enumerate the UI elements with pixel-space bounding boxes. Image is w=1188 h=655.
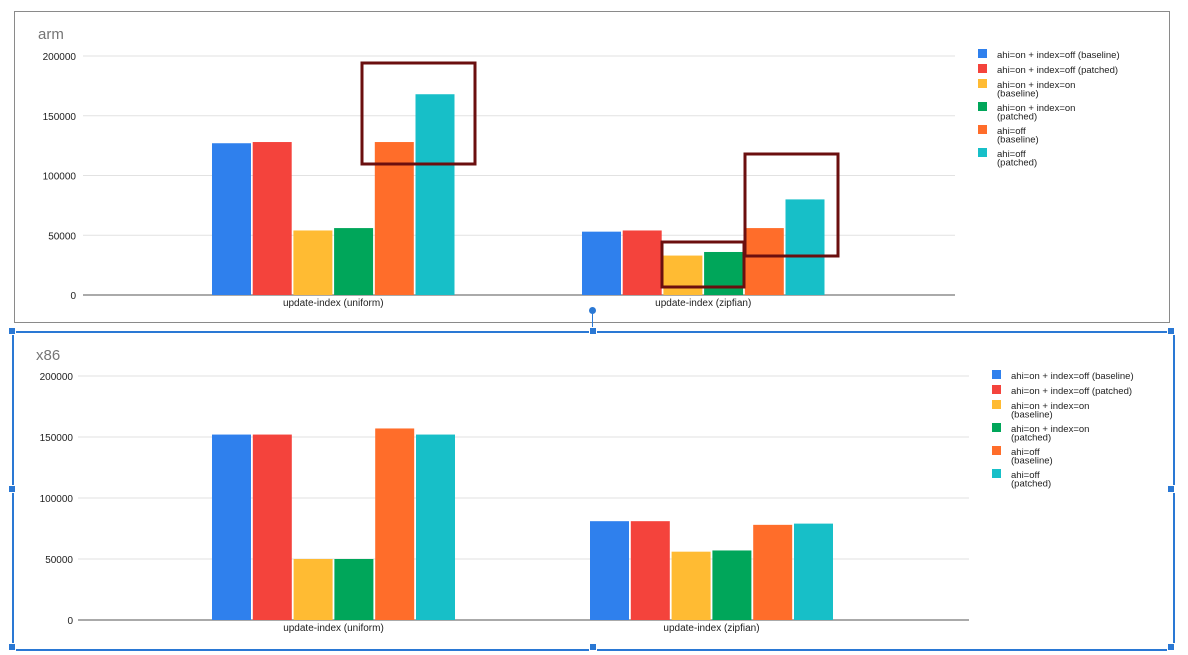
rotate-handle[interactable] bbox=[589, 307, 596, 314]
legend-label: ahi=on + index=on bbox=[997, 103, 1075, 114]
x-tick-label: update-index (zipfian) bbox=[655, 298, 751, 309]
legend-label: (baseline) bbox=[997, 135, 1039, 146]
legend-label: (patched) bbox=[1011, 479, 1051, 490]
legend-label: ahi=on + index=off (baseline) bbox=[1011, 371, 1134, 382]
bar-0-1 bbox=[252, 434, 292, 620]
legend-label: ahi=off bbox=[997, 126, 1026, 137]
bar-1-4 bbox=[753, 524, 793, 620]
y-tick-label: 50000 bbox=[48, 231, 76, 242]
chart-x86: x86 0 50000 100000 150000 200000 update-index … bbox=[36, 347, 1134, 634]
y-tick-label: 0 bbox=[70, 291, 76, 302]
resize-handle-bottom-left[interactable] bbox=[8, 643, 16, 651]
legend-swatch bbox=[992, 400, 1001, 409]
bar-0-5 bbox=[416, 434, 455, 620]
x-tick-label: update-index (uniform) bbox=[283, 623, 384, 634]
y-tick-label: 150000 bbox=[43, 112, 77, 123]
legend-label: ahi=on + index=on bbox=[1011, 424, 1089, 435]
legend-label: (baseline) bbox=[1011, 410, 1053, 421]
legend-swatch bbox=[992, 469, 1001, 478]
bar-1-3 bbox=[704, 251, 744, 295]
legend-label: ahi=on + index=off (patched) bbox=[1011, 386, 1132, 397]
legend-label: ahi=off bbox=[997, 149, 1026, 160]
chart-title: x86 bbox=[36, 347, 60, 364]
resize-handle-top-middle[interactable] bbox=[589, 327, 597, 335]
bar-0-1 bbox=[252, 142, 292, 295]
legend-label: (patched) bbox=[997, 112, 1037, 123]
legend-swatch bbox=[992, 385, 1001, 394]
y-tick-label: 100000 bbox=[43, 172, 77, 183]
bar-0-3 bbox=[334, 228, 374, 295]
resize-handle-bottom-middle[interactable] bbox=[589, 643, 597, 651]
legend-label: (patched) bbox=[1011, 433, 1051, 444]
legend-swatch bbox=[992, 370, 1001, 379]
resize-handle-bottom-right[interactable] bbox=[1167, 643, 1175, 651]
bar-0-3 bbox=[334, 559, 374, 620]
connector-line bbox=[592, 313, 593, 331]
chart-panel-arm[interactable]: arm 0 50000 100000 150000 200000 update-index … bbox=[14, 11, 1170, 323]
bar-0-4 bbox=[375, 428, 415, 620]
legend-swatch bbox=[978, 148, 987, 157]
x-tick-label: update-index (zipfian) bbox=[663, 623, 759, 634]
resize-handle-top-left[interactable] bbox=[8, 327, 16, 335]
legend-label: ahi=on + index=on bbox=[997, 80, 1075, 91]
bar-1-2 bbox=[671, 551, 711, 620]
resize-handle-middle-right[interactable] bbox=[1167, 485, 1175, 493]
resize-handle-top-right[interactable] bbox=[1167, 327, 1175, 335]
bar-1-5 bbox=[794, 523, 833, 620]
bar-1-0 bbox=[582, 231, 621, 295]
bar-1-2 bbox=[663, 255, 703, 295]
resize-handle-middle-left[interactable] bbox=[8, 485, 16, 493]
bar-0-0 bbox=[212, 434, 251, 620]
bar-1-3 bbox=[712, 550, 752, 620]
bar-1-1 bbox=[622, 230, 662, 295]
legend-swatch bbox=[978, 64, 987, 73]
x-tick-label: update-index (uniform) bbox=[283, 298, 384, 309]
chart-title: arm bbox=[38, 26, 64, 43]
chart-arm: arm 0 50000 100000 150000 200000 update-index … bbox=[38, 26, 1120, 309]
legend-swatch bbox=[978, 49, 987, 58]
legend-swatch bbox=[978, 125, 987, 134]
highlight-box bbox=[660, 240, 746, 289]
bar-0-5 bbox=[415, 94, 455, 296]
bar-0-4 bbox=[374, 142, 414, 295]
legend-label: (baseline) bbox=[1011, 456, 1053, 467]
bar-1-5 bbox=[785, 199, 825, 295]
y-tick-label: 100000 bbox=[40, 494, 74, 505]
y-tick-label: 200000 bbox=[40, 372, 74, 383]
legend-label: ahi=off bbox=[1011, 447, 1040, 458]
y-tick-label: 150000 bbox=[40, 433, 74, 444]
bar-1-0 bbox=[590, 521, 629, 620]
legend-label: (baseline) bbox=[997, 89, 1039, 100]
legend-label: ahi=on + index=off (baseline) bbox=[997, 50, 1120, 61]
y-tick-label: 200000 bbox=[43, 52, 77, 63]
legend-label: ahi=on + index=off (patched) bbox=[997, 65, 1118, 76]
bar-1-4 bbox=[744, 228, 784, 295]
legend-label: ahi=on + index=on bbox=[1011, 401, 1089, 412]
bar-0-0 bbox=[212, 143, 251, 295]
highlight-box bbox=[360, 61, 477, 166]
y-tick-label: 50000 bbox=[45, 555, 73, 566]
bar-0-2 bbox=[293, 559, 333, 620]
legend-label: (patched) bbox=[997, 158, 1037, 169]
y-tick-label: 0 bbox=[67, 616, 73, 627]
legend-swatch bbox=[992, 446, 1001, 455]
legend-swatch bbox=[978, 102, 987, 111]
chart-panel-x86[interactable]: x86 0 50000 100000 150000 200000 update-index … bbox=[12, 331, 1175, 651]
bar-1-1 bbox=[630, 521, 670, 620]
legend-swatch bbox=[992, 423, 1001, 432]
legend-label: ahi=off bbox=[1011, 470, 1040, 481]
legend-swatch bbox=[978, 79, 987, 88]
highlight-box bbox=[743, 152, 840, 258]
bar-0-2 bbox=[293, 230, 333, 295]
